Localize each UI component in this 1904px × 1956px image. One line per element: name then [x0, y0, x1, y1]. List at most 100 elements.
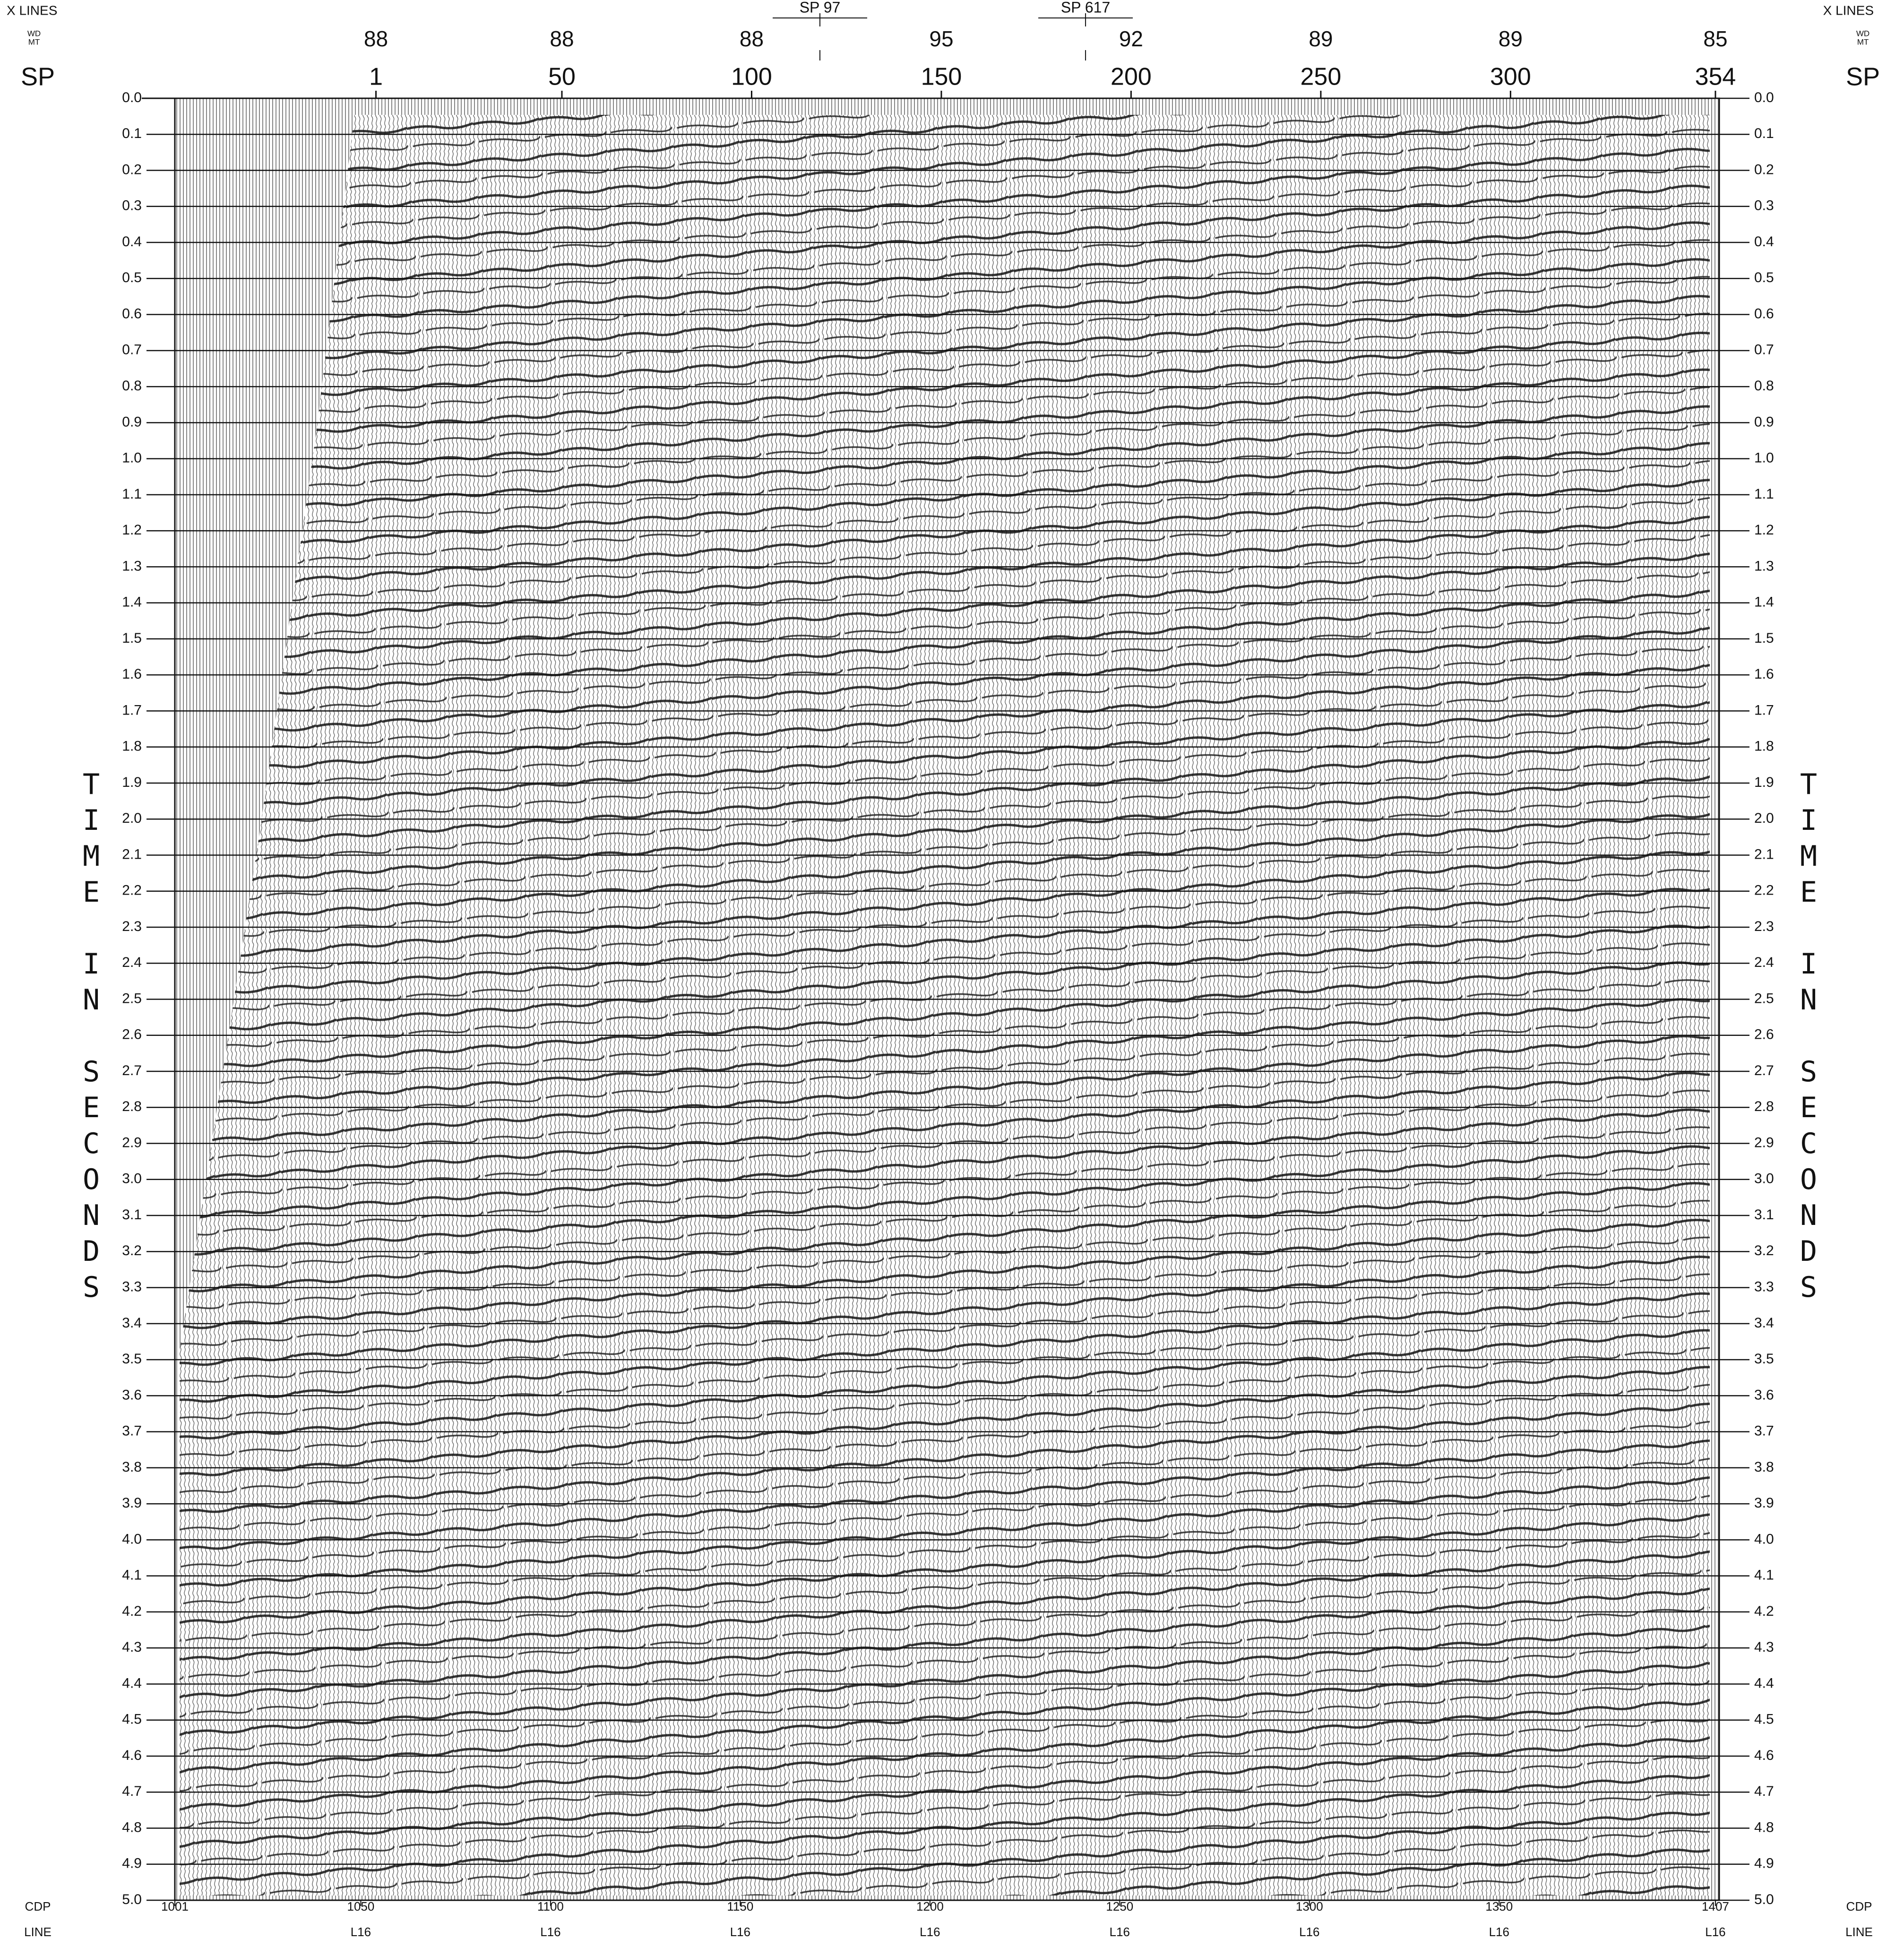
line-tick-label: L16 — [1489, 1925, 1509, 1939]
line-tick-label: L16 — [920, 1925, 940, 1939]
cdp-tick-label: 1150 — [727, 1899, 753, 1913]
line-tick-label: L16 — [1299, 1925, 1319, 1939]
y-tick-label: 4.3 — [122, 1639, 142, 1655]
y-tick-label: 4.7 — [1754, 1784, 1774, 1799]
crossing-label: SP 97 — [800, 0, 841, 16]
xline-value: 88 — [740, 26, 764, 51]
y-tick-label: 0.1 — [1754, 126, 1774, 141]
y-tick-label: 2.7 — [1754, 1063, 1774, 1078]
y-tick-label: 3.3 — [122, 1279, 142, 1295]
y-tick-label: 1.6 — [1754, 666, 1774, 682]
cdp-tick-label: 1100 — [537, 1899, 564, 1913]
line-tick-label: L16 — [730, 1925, 750, 1939]
y-tick-label: 3.5 — [1754, 1351, 1774, 1367]
x-lines-label: X LINES — [1823, 3, 1874, 17]
cdp-tick-label: 1250 — [1106, 1899, 1133, 1913]
y-tick-label: 4.5 — [122, 1712, 142, 1727]
x-tick-label: 300 — [1490, 63, 1531, 91]
y-tick-label: 1.5 — [122, 630, 142, 646]
y-tick-label: 2.9 — [122, 1135, 142, 1150]
y-tick-label: 1.4 — [122, 595, 142, 610]
y-tick-label: 3.6 — [122, 1387, 142, 1403]
y-tick-label: 0.8 — [122, 378, 142, 394]
y-tick-label: 2.7 — [122, 1063, 142, 1078]
line-tick-label: L16 — [1705, 1925, 1725, 1939]
y-tick-label: 4.4 — [1754, 1675, 1774, 1691]
x-tick-label: 250 — [1301, 63, 1342, 91]
y-tick-label: 3.5 — [122, 1351, 142, 1367]
y-axis-label: TIME IN SECONDS — [75, 768, 108, 1307]
y-tick-label: 3.9 — [1754, 1495, 1774, 1511]
cdp-label: CDP — [25, 1899, 51, 1913]
y-tick-label: 1.9 — [1754, 775, 1774, 790]
y-tick-label: 1.1 — [1754, 486, 1774, 502]
y-tick-label: 5.0 — [1754, 1892, 1774, 1907]
y-tick-label: 3.7 — [1754, 1423, 1774, 1439]
y-tick-label: 0.3 — [122, 198, 142, 214]
line-tick-label: L16 — [540, 1925, 560, 1939]
y-tick-label: 0.4 — [122, 234, 142, 250]
y-tick-label: 3.1 — [1754, 1207, 1774, 1223]
depth-label: WD — [27, 29, 41, 38]
line-tick-label: L16 — [351, 1925, 371, 1939]
xline-value: 95 — [929, 26, 953, 51]
y-tick-label: 1.9 — [122, 775, 142, 790]
y-tick-label: 4.5 — [1754, 1712, 1774, 1727]
axes: 0.0 0.0 0.1 0.1 0.2 0.2 0.3 0.3 0.4 0.4 0.5 0.5 0.6 0… — [122, 0, 1774, 1939]
y-tick-label: 1.7 — [1754, 702, 1774, 718]
y-tick-label: 3.4 — [122, 1315, 142, 1331]
y-tick-label: 3.0 — [122, 1171, 142, 1187]
y-tick-label: 2.1 — [1754, 846, 1774, 862]
reflectors — [180, 115, 1710, 1896]
depth-label: WD — [1856, 29, 1870, 38]
depth-label: MT — [1857, 37, 1869, 46]
y-tick-label: 4.9 — [1754, 1856, 1774, 1871]
xline-value: 89 — [1499, 26, 1523, 51]
y-tick-label: 4.0 — [122, 1531, 142, 1547]
cdp-tick-label: 1050 — [347, 1899, 375, 1913]
x-axis-label: SP — [1846, 62, 1880, 91]
y-tick-label: 3.6 — [1754, 1387, 1774, 1403]
y-tick-label: 1.8 — [1754, 739, 1774, 754]
y-tick-label: 1.0 — [1754, 450, 1774, 466]
y-tick-label: 1.2 — [1754, 522, 1774, 538]
y-tick-label: 3.2 — [122, 1243, 142, 1258]
y-tick-label: 2.0 — [122, 810, 142, 826]
y-tick-label: 3.2 — [1754, 1243, 1774, 1258]
y-tick-label: 0.2 — [1754, 162, 1774, 177]
y-tick-label: 2.2 — [1754, 883, 1774, 898]
y-tick-label: 2.6 — [122, 1027, 142, 1043]
y-tick-label: 1.1 — [122, 486, 142, 502]
y-tick-label: 0.8 — [1754, 378, 1774, 394]
y-tick-label: 0.0 — [1754, 90, 1774, 105]
y-tick-label: 0.0 — [122, 90, 142, 105]
y-tick-label: 3.9 — [122, 1495, 142, 1511]
line-tick-label: L16 — [1110, 1925, 1130, 1939]
y-tick-label: 4.9 — [122, 1856, 142, 1871]
y-tick-label: 2.4 — [1754, 955, 1774, 970]
y-tick-label: 2.3 — [1754, 919, 1774, 934]
cdp-tick-label: 1350 — [1485, 1899, 1513, 1913]
y-tick-label: 4.1 — [122, 1568, 142, 1583]
y-tick-label: 4.4 — [122, 1675, 142, 1691]
x-lines-label: X LINES — [7, 3, 57, 17]
y-tick-label: 1.7 — [122, 702, 142, 718]
y-tick-label: 2.4 — [122, 955, 142, 970]
y-tick-label: 2.5 — [122, 991, 142, 1006]
y-tick-label: 0.9 — [1754, 414, 1774, 430]
y-tick-label: 2.0 — [1754, 810, 1774, 826]
y-tick-label: 1.2 — [122, 522, 142, 538]
xline-value: 88 — [364, 26, 388, 51]
y-tick-label: 0.7 — [122, 342, 142, 358]
y-tick-label: 0.6 — [122, 306, 142, 321]
y-tick-label: 3.7 — [122, 1423, 142, 1439]
y-tick-label: 4.3 — [1754, 1639, 1774, 1655]
cdp-tick-label: 1001 — [161, 1899, 189, 1913]
y-tick-label: 2.1 — [122, 846, 142, 862]
depth-label: MT — [28, 37, 40, 46]
y-tick-label: 4.8 — [1754, 1819, 1774, 1835]
x-tick-label: 150 — [921, 63, 962, 91]
y-tick-label: 0.3 — [1754, 198, 1774, 214]
y-tick-label: 4.6 — [1754, 1748, 1774, 1763]
